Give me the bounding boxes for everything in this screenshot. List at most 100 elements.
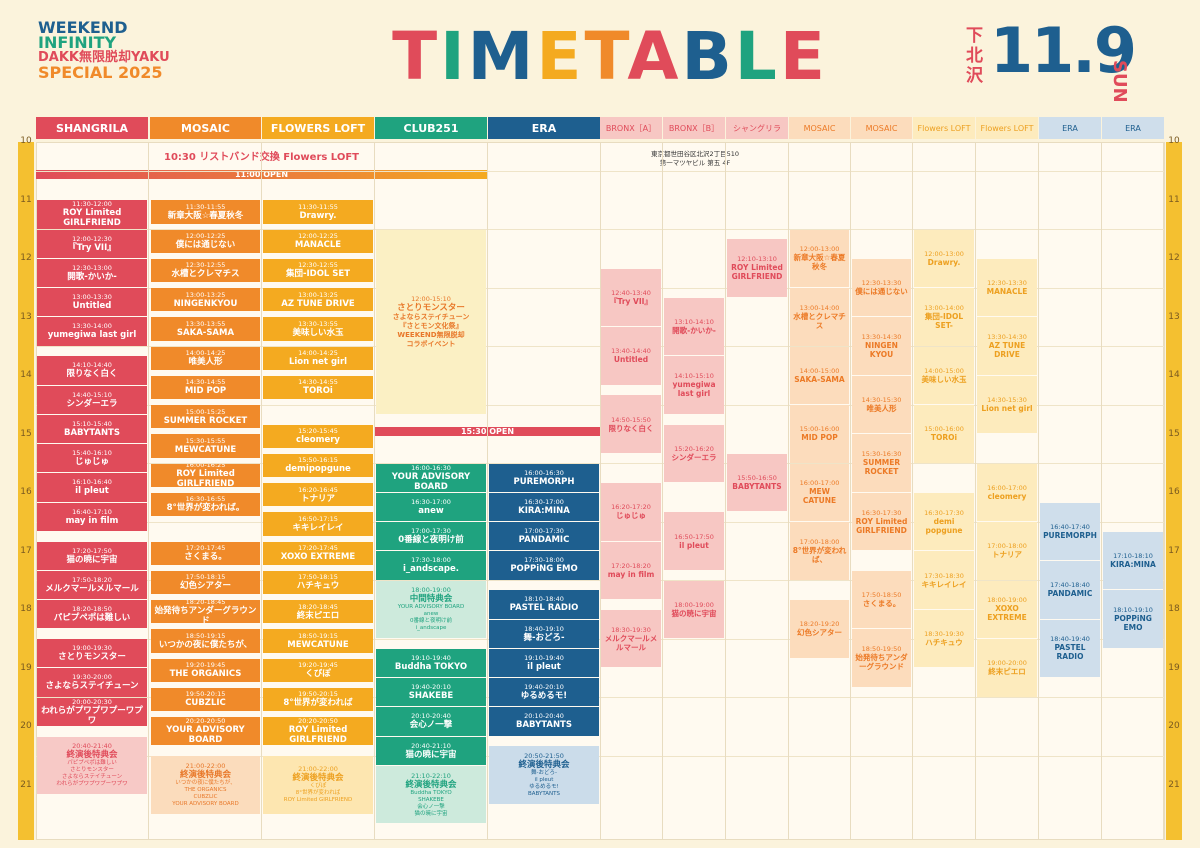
event-name: 集団-IDOL SET	[285, 269, 351, 280]
weekday: SUN	[1109, 60, 1130, 103]
event-name: いつかの夜に僕たちが、	[158, 639, 253, 650]
event-name: 終演後特典会	[405, 779, 457, 790]
event-time: 15:00-15:25	[185, 407, 226, 416]
event-name: il pleut	[679, 540, 709, 550]
event-name: 美味しい水玉	[292, 327, 344, 338]
title: TIMETABLE	[392, 18, 828, 95]
event-name: may in film	[65, 515, 119, 526]
event-time: 16:10-16:40	[72, 478, 112, 487]
event-time: 12:00-12:30	[72, 234, 112, 243]
event-block: 14:10-15:10 yumegiwa last girl	[664, 356, 724, 414]
event-time: 13:40-14:40	[611, 347, 651, 356]
event-sub: パピプペポは難しい	[67, 760, 117, 767]
event-name: PUREMORPH	[513, 476, 575, 487]
event-block: 20:00-20:30 われらがプワプワプーワプワ	[37, 697, 147, 726]
event-name: 美味しい水玉	[921, 374, 967, 384]
event-block: 19:50-20:15 CUBZLIC	[151, 687, 260, 712]
event-time: 20:20-20:50	[298, 717, 338, 726]
event-time: 15:50-16:15	[298, 456, 338, 465]
column-header: CLUB251	[375, 117, 487, 139]
event-time: 16:00-17:00	[987, 483, 1027, 492]
event-block: 17:50-18:50 さくまる。	[852, 570, 911, 629]
event-block: 17:00-17:30 0番線と夜明け前	[376, 522, 486, 551]
event-sub: 『さとモン文化祭』	[399, 321, 463, 330]
column-divider	[487, 142, 488, 840]
event-name: 限りなく白く	[66, 369, 118, 380]
event-block: 14:30-15:30 Lion net girl	[977, 375, 1037, 434]
event-name: 終演後特典会	[66, 750, 118, 761]
event-time: 20:50-21:50	[524, 752, 564, 760]
event-time: 18:50-19:15	[185, 631, 226, 640]
column-divider	[788, 142, 789, 840]
event-sub: il pleut	[534, 777, 554, 783]
event-name: 唯美人形	[866, 404, 897, 413]
event-name: 幻色シアター	[797, 628, 842, 638]
event-block: 12:00-12:25 MANACLE	[263, 229, 373, 253]
event-block: 20:50-21:50 終演後特典会 舞-おどろ-il pleut ゆるめるモ! BAB…	[489, 746, 599, 804]
event-block: 16:20-17:20 じゅじゅ	[601, 483, 661, 541]
event-time: 19:40-20:10	[411, 683, 451, 692]
event-name: YOUR ADVISORY BOARD	[391, 471, 471, 492]
hour-label: 14	[1168, 370, 1180, 380]
event-block: 15:00-15:25 SUMMER ROCKET	[151, 405, 260, 429]
event-block: 14:00-14:25 唯美人形	[151, 346, 260, 370]
event-name: 幻色シアター	[179, 581, 231, 592]
event-time: 17:00-17:30	[411, 527, 451, 536]
event-name: TOROi	[303, 386, 333, 397]
event-block: 18:20-18:45 始発待ちアンダーグラウンド	[151, 600, 260, 624]
event-block: 12:10-13:10 ROY Limited GIRLFRIEND	[727, 239, 787, 297]
event-time: 17:20-18:20	[611, 561, 651, 570]
event-time: 15:40-16:10	[72, 449, 112, 458]
event-time: 18:10-18:40	[524, 595, 564, 604]
event-name: ROY Limited GIRLFRIEND	[176, 469, 235, 487]
event-time: 16:50-17:15	[298, 514, 338, 523]
event-block: 18:50-19:50 始発待ちアンダーグラウンド	[852, 629, 911, 687]
event-time: 17:30-18:00	[411, 556, 451, 565]
event-block: 13:10-14:10 開歌-かいか-	[664, 297, 724, 356]
hour-label: 18	[20, 604, 32, 614]
event-time: 15:30-16:30	[861, 450, 902, 458]
event-block: 17:20-17:45 さくまる。	[151, 541, 260, 565]
event-name: 集団-IDOL SET-	[924, 311, 964, 330]
event-name: ハチキュウ	[296, 581, 340, 592]
event-block: 18:40-19:40 PASTEL RADIO	[1040, 619, 1100, 677]
event-block: 17:00-18:00 トナリア	[977, 522, 1037, 580]
event-name: cleomery	[296, 435, 340, 446]
event-time: 17:40-18:40	[1050, 581, 1090, 590]
date: 11.9	[990, 14, 1137, 87]
event-name: CUBZLIC	[185, 698, 226, 709]
event-name: cleomery	[987, 491, 1027, 501]
event-time: 18:10-19:10	[1113, 606, 1153, 614]
event-time: 15:20-16:20	[674, 444, 714, 453]
event-name: キキレイレイ	[292, 522, 344, 533]
hour-label: 18	[1168, 604, 1180, 614]
event-name: SAKA-SAMA	[794, 374, 845, 384]
event-name: KIRA:MINA	[1110, 560, 1156, 569]
column-divider	[975, 142, 976, 840]
event-block: 16:40-17:40 PUREMORPH	[1040, 502, 1100, 560]
event-block: 16:00-16:30 YOUR ADVISORY BOARD	[376, 463, 486, 492]
event-time: 16:30-17:00	[411, 497, 451, 506]
event-block: 17:20-17:50 猫の暁に宇宙	[37, 541, 147, 570]
event-time: 17:30-18:30	[924, 571, 964, 580]
event-block: 19:40-20:10 ゆるめるモ!	[489, 678, 599, 707]
event-name: Lion net girl	[288, 357, 348, 368]
event-sub: いつかの夜に僕たちが、	[175, 779, 236, 786]
hour-label: 11	[1168, 194, 1180, 205]
event-name: 猫の暁に宇宙	[671, 608, 717, 618]
event-name: demi popgune	[925, 516, 963, 535]
event-block: 17:30-18:30 キキレイレイ	[914, 551, 974, 609]
event-block: 12:00-15:10 さとりモンスター さよならステイチューン 『さとモン文化祭』 W…	[376, 229, 486, 414]
event-name: BABYTANTS	[516, 720, 572, 731]
event-block: 18:00-19:00 XOXO EXTREME	[977, 580, 1037, 638]
event-time: 16:00-16:30	[411, 463, 451, 472]
event-name: Lion net girl	[981, 404, 1033, 413]
event-time: 16:00-17:00	[799, 479, 840, 488]
event-block: 17:30-18:00 POPPiNG EMO	[489, 551, 599, 580]
event-block: 11:30-11:55 Drawry.	[263, 200, 373, 224]
event-sub: さよならステイチューン	[61, 774, 123, 781]
event-sub: 舞-おどろ-	[531, 770, 557, 776]
event-block: 15:50-16:50 BABYTANTS	[727, 453, 787, 512]
event-time: 12:30-13:30	[861, 279, 902, 287]
event-name: XOXO EXTREME	[280, 552, 356, 563]
